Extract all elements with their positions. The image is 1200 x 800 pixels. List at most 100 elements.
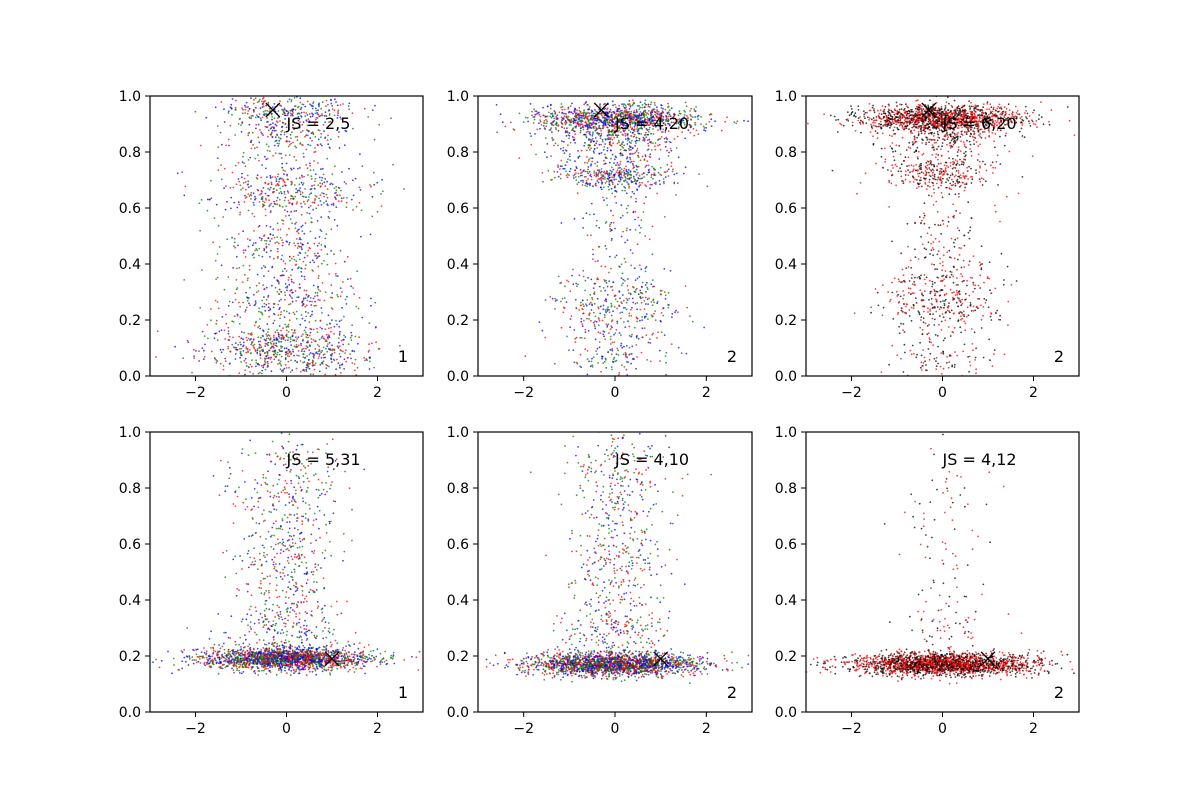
scatter-point (297, 232, 300, 235)
y-tick-label: 0.4 (119, 257, 141, 273)
scatter-point (653, 101, 656, 104)
scatter-point (561, 123, 564, 126)
scatter-point (309, 315, 312, 318)
scatter-point (1013, 116, 1015, 118)
scatter-point (603, 176, 606, 179)
scatter-point (612, 133, 615, 135)
scatter-point (549, 107, 552, 110)
scatter-point (641, 296, 644, 299)
scatter-point (620, 263, 623, 266)
scatter-point (234, 342, 237, 344)
scatter-point (304, 135, 306, 138)
scatter-point (988, 127, 990, 130)
scatter-point (355, 305, 358, 308)
scatter-point (622, 278, 625, 281)
scatter-point (237, 343, 240, 346)
x-tick-label: 2 (702, 385, 711, 401)
scatter-point (553, 117, 556, 120)
scatter-point (328, 365, 330, 368)
scatter-point (305, 264, 307, 266)
scatter-point (340, 197, 343, 200)
scatter-point (629, 292, 632, 295)
scatter-point (265, 240, 268, 242)
scatter-point (258, 113, 261, 115)
scatter-point (265, 303, 268, 306)
scatter-point (579, 353, 582, 356)
scatter-point (622, 230, 624, 233)
scatter-point (261, 299, 263, 302)
scatter-point (589, 131, 591, 133)
scatter-point (285, 367, 288, 369)
scatter-point (284, 353, 287, 356)
scatter-point (222, 348, 225, 351)
scatter-point (288, 283, 291, 286)
scatter-point (242, 251, 245, 254)
scatter-point (642, 110, 645, 113)
scatter-point (966, 112, 969, 115)
scatter-point (281, 350, 284, 352)
scatter-point (594, 338, 597, 341)
scatter-point (320, 230, 323, 233)
scatter-point (619, 317, 622, 320)
scatter-point (244, 165, 247, 168)
scatter-point (610, 366, 613, 368)
scatter-point (583, 117, 585, 119)
scatter-point (316, 344, 319, 346)
scatter-point (299, 167, 301, 169)
scatter-point (304, 326, 307, 329)
scatter-point (339, 355, 342, 358)
scatter-point (292, 127, 295, 130)
scatter-point (626, 156, 629, 159)
scatter-point (561, 119, 563, 121)
scatter-point (694, 121, 696, 124)
scatter-point (248, 349, 251, 351)
scatter-point (267, 135, 269, 138)
scatter-point (596, 277, 599, 280)
scatter-point (558, 111, 561, 114)
scatter-point (320, 168, 322, 171)
scatter-point (285, 286, 287, 289)
scatter-point (272, 234, 274, 237)
scatter-point (633, 170, 635, 173)
scatter-point (600, 143, 602, 146)
scatter-point (600, 152, 603, 154)
scatter-point (650, 149, 653, 151)
scatter-point (553, 144, 555, 147)
scatter-point (613, 294, 616, 297)
scatter-point (641, 177, 643, 180)
scatter-point (308, 353, 311, 356)
scatter-point (274, 242, 277, 244)
scatter-point (312, 373, 315, 376)
scatter-point (577, 123, 580, 126)
scatter-point (262, 329, 264, 331)
scatter-point (612, 142, 614, 145)
scatter-point (289, 259, 291, 262)
scatter-point (634, 178, 636, 181)
scatter-point (656, 109, 658, 111)
scatter-point (275, 344, 278, 347)
scatter-point (833, 115, 836, 118)
scatter-point (295, 263, 298, 266)
scatter-point (644, 284, 647, 286)
scatter-point (347, 343, 350, 345)
scatter-point (600, 170, 603, 173)
scatter-point (586, 373, 589, 376)
scatter-point (594, 327, 597, 330)
scatter-point (238, 322, 241, 325)
scatter-point (318, 176, 321, 179)
scatter-point (305, 119, 308, 122)
scatter-point (584, 161, 586, 164)
scatter-point (618, 372, 621, 374)
scatter-point (342, 338, 345, 341)
scatter-point (994, 133, 997, 135)
scatter-point (584, 121, 587, 124)
scatter-point (589, 114, 591, 117)
scatter-point (340, 372, 342, 374)
scatter-point (325, 364, 328, 366)
scatter-point (627, 292, 630, 294)
scatter-point (235, 288, 238, 291)
scatter-point (250, 198, 252, 200)
scatter-point (608, 118, 611, 120)
scatter-point (629, 104, 632, 107)
scatter-point (244, 369, 247, 371)
